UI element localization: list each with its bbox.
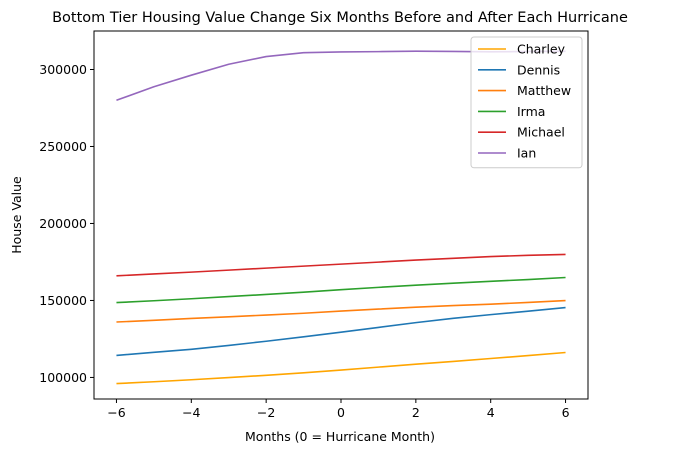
y-axis-label: House Value bbox=[9, 176, 24, 254]
y-axis: 100000 150000 200000 250000 300000 bbox=[39, 62, 94, 385]
series-line-matthew bbox=[116, 299, 566, 323]
plot-lines bbox=[116, 50, 566, 385]
series-line-irma bbox=[116, 276, 566, 304]
series-line-dennis bbox=[116, 306, 566, 357]
x-tick-label: 0 bbox=[337, 405, 345, 420]
legend-label-michael: Michael bbox=[517, 125, 565, 140]
y-tick-label: 100000 bbox=[39, 370, 87, 385]
legend-label-dennis: Dennis bbox=[517, 62, 560, 77]
series-line-charley bbox=[116, 351, 566, 385]
x-tick-label: 6 bbox=[562, 405, 570, 420]
y-tick-label: 250000 bbox=[39, 139, 87, 154]
x-tick-label: 2 bbox=[412, 405, 420, 420]
legend-label-matthew: Matthew bbox=[517, 83, 571, 98]
x-axis: −6 −4 −2 0 2 4 6 bbox=[107, 399, 570, 420]
legend-label-irma: Irma bbox=[517, 104, 545, 119]
x-tick-label: −2 bbox=[257, 405, 275, 420]
chart-title: Bottom Tier Housing Value Change Six Mon… bbox=[52, 10, 628, 26]
x-tick-label: −4 bbox=[182, 405, 200, 420]
legend: Charley Dennis Matthew Irma Michael Ian bbox=[470, 36, 583, 169]
x-tick-label: −6 bbox=[107, 405, 125, 420]
x-tick-label: 4 bbox=[487, 405, 495, 420]
y-tick-label: 150000 bbox=[39, 293, 87, 308]
x-axis-label: Months (0 = Hurricane Month) bbox=[245, 429, 435, 444]
series-line-michael bbox=[116, 253, 566, 277]
y-tick-label: 300000 bbox=[39, 62, 87, 77]
y-tick-label: 200000 bbox=[39, 216, 87, 231]
legend-label-ian: Ian bbox=[517, 146, 536, 161]
legend-label-charley: Charley bbox=[517, 42, 566, 57]
